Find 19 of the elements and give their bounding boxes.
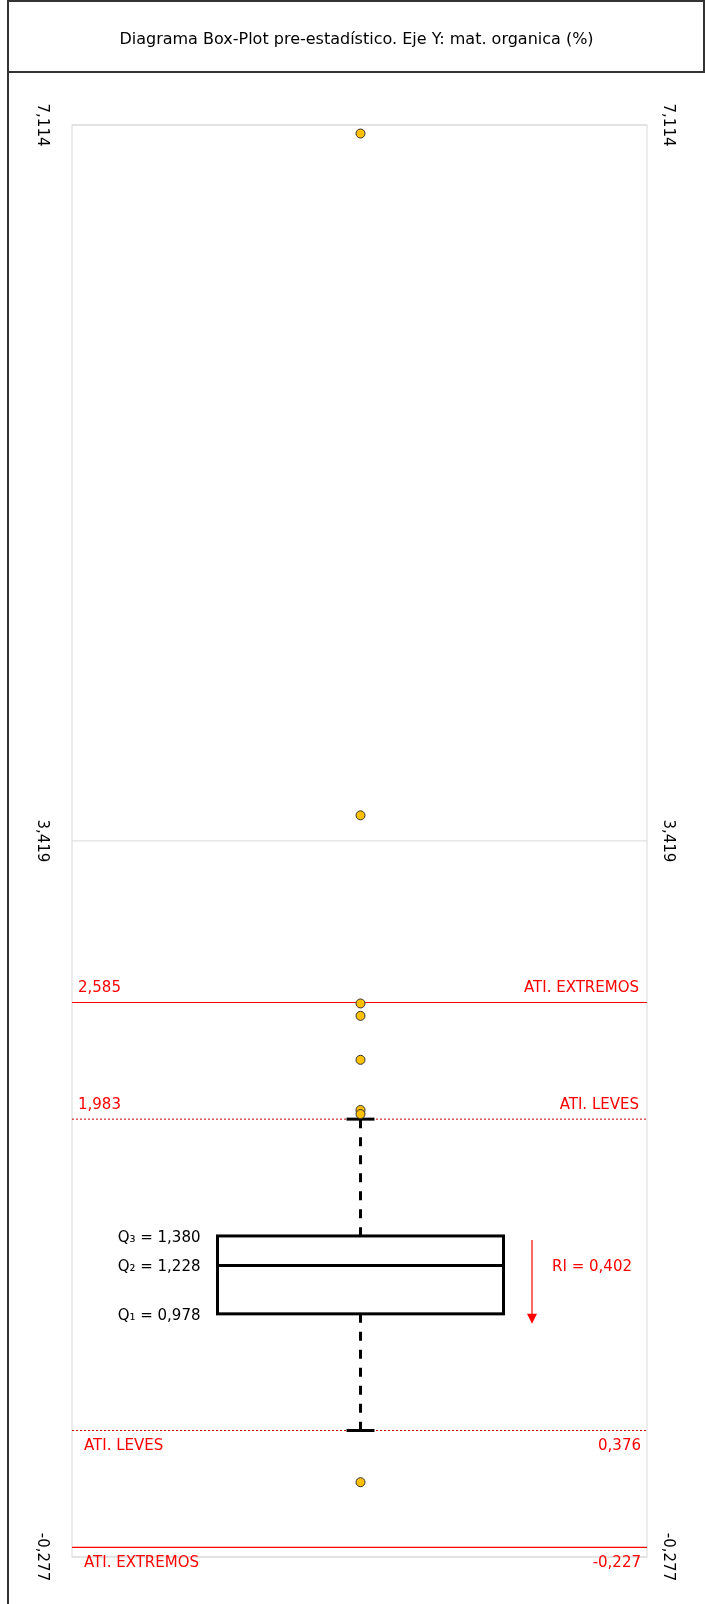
y2-tick-label: 3,419 bbox=[660, 819, 678, 863]
ref-line-label: ATI. EXTREMOS bbox=[523, 978, 639, 997]
y2-tick-label: -0,277 bbox=[660, 1532, 678, 1582]
ref-line-label: ATI. LEVES bbox=[84, 1436, 164, 1455]
ref-line-label: ATI. EXTREMOS bbox=[84, 1553, 200, 1572]
annotation: Q₃ = 1,380 bbox=[117, 1227, 201, 1246]
y-tick-label: 3,419 bbox=[34, 819, 52, 863]
chart-title: Diagrama Box-Plot pre-estadístico. Eje Y: mat. organica (%) bbox=[119, 29, 594, 48]
annotation: RI = 0,402 bbox=[552, 1257, 632, 1276]
annotation: 1,983 bbox=[78, 1095, 121, 1114]
annotation: 2,585 bbox=[78, 978, 121, 997]
annotation: Q₁ = 0,978 bbox=[117, 1305, 201, 1324]
y-tick-label: -0,277 bbox=[34, 1532, 52, 1582]
annotation: Q₂ = 1,228 bbox=[117, 1257, 201, 1276]
ref-line-label: ATI. LEVES bbox=[559, 1095, 639, 1114]
annotation: 0,376 bbox=[598, 1436, 641, 1455]
y2-tick-label: 7,114 bbox=[660, 103, 678, 147]
annotation: -0,227 bbox=[592, 1553, 641, 1572]
y-tick-label: 7,114 bbox=[34, 103, 52, 147]
